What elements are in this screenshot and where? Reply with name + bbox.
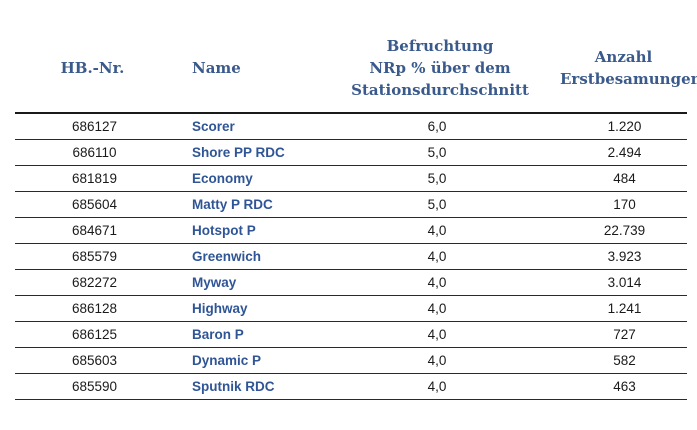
ranking-table: HB.-Nr. Name Befruchtung NRp % über dem … (15, 24, 697, 400)
cell-hb-nr: 682272 (15, 269, 180, 296)
cell-anzahl: 463 (550, 373, 687, 400)
table-row: 685590 Sputnik RDC 4,0 463 (15, 373, 687, 400)
cell-anzahl: 2.494 (550, 139, 687, 166)
cell-name: Baron P (180, 321, 330, 348)
header-name: Name (180, 24, 330, 114)
header-befruchtung-line-1: Befruchtung (386, 37, 494, 55)
table-row: 686125 Baron P 4,0 727 (15, 321, 687, 348)
header-befruchtung-line-3: Stationsdurchschnitt (351, 81, 529, 99)
cell-anzahl: 1.220 (550, 113, 687, 140)
cell-befruchtung: 4,0 (330, 321, 550, 348)
cell-name: Dynamic P (180, 347, 330, 374)
cell-befruchtung: 4,0 (330, 217, 550, 244)
cell-anzahl: 484 (550, 165, 687, 192)
header-hb-nr: HB.-Nr. (15, 24, 180, 114)
table-header: HB.-Nr. Name Befruchtung NRp % über dem … (15, 24, 697, 114)
cell-anzahl: 1.241 (550, 295, 687, 322)
cell-name: Shore PP RDC (180, 139, 330, 166)
table-row: 685579 Greenwich 4,0 3.923 (15, 243, 687, 270)
cell-anzahl: 170 (550, 191, 687, 218)
cell-anzahl: 22.739 (550, 217, 687, 244)
cell-hb-nr: 685604 (15, 191, 180, 218)
header-befruchtung-line-2: NRp % über dem (369, 59, 511, 77)
cell-name: Greenwich (180, 243, 330, 270)
cell-befruchtung: 4,0 (330, 373, 550, 400)
cell-anzahl: 582 (550, 347, 687, 374)
ranking-table-container: HB.-Nr. Name Befruchtung NRp % über dem … (15, 24, 697, 400)
table-body: 686127 Scorer 6,0 1.220 686110 Shore PP RDC 5,… (15, 113, 687, 400)
table-row: 685603 Dynamic P 4,0 582 (15, 347, 687, 374)
header-anzahl-line-1: Anzahl (594, 48, 653, 66)
cell-name: Economy (180, 165, 330, 192)
table-row: 686110 Shore PP RDC 5,0 2.494 (15, 139, 687, 166)
cell-name: Scorer (180, 113, 330, 140)
cell-name: Highway (180, 295, 330, 322)
table-row: 681819 Economy 5,0 484 (15, 165, 687, 192)
table-row: 684671 Hotspot P 4,0 22.739 (15, 217, 687, 244)
cell-hb-nr: 686110 (15, 139, 180, 166)
cell-name: Sputnik RDC (180, 373, 330, 400)
cell-hb-nr: 684671 (15, 217, 180, 244)
table-row: 682272 Myway 4,0 3.014 (15, 269, 687, 296)
cell-anzahl: 3.014 (550, 269, 687, 296)
header-anzahl-line-2: Erstbesamungen (560, 70, 697, 88)
cell-befruchtung: 5,0 (330, 165, 550, 192)
cell-befruchtung: 6,0 (330, 113, 550, 140)
cell-befruchtung: 4,0 (330, 347, 550, 374)
cell-hb-nr: 686125 (15, 321, 180, 348)
cell-hb-nr: 686127 (15, 113, 180, 140)
cell-anzahl: 727 (550, 321, 687, 348)
table-row: 685604 Matty P RDC 5,0 170 (15, 191, 687, 218)
cell-befruchtung: 4,0 (330, 295, 550, 322)
cell-anzahl: 3.923 (550, 243, 687, 270)
cell-name: Matty P RDC (180, 191, 330, 218)
cell-name: Hotspot P (180, 217, 330, 244)
table-row: 686127 Scorer 6,0 1.220 (15, 113, 687, 140)
cell-hb-nr: 686128 (15, 295, 180, 322)
cell-hb-nr: 685579 (15, 243, 180, 270)
cell-hb-nr: 685590 (15, 373, 180, 400)
header-row: HB.-Nr. Name Befruchtung NRp % über dem … (15, 24, 697, 114)
cell-hb-nr: 681819 (15, 165, 180, 192)
cell-name: Myway (180, 269, 330, 296)
cell-befruchtung: 5,0 (330, 139, 550, 166)
cell-befruchtung: 4,0 (330, 269, 550, 296)
cell-befruchtung: 5,0 (330, 191, 550, 218)
cell-hb-nr: 685603 (15, 347, 180, 374)
header-befruchtung: Befruchtung NRp % über dem Stationsdurch… (330, 24, 550, 114)
table-row: 686128 Highway 4,0 1.241 (15, 295, 687, 322)
header-anzahl: Anzahl Erstbesamungen (550, 24, 697, 114)
cell-befruchtung: 4,0 (330, 243, 550, 270)
